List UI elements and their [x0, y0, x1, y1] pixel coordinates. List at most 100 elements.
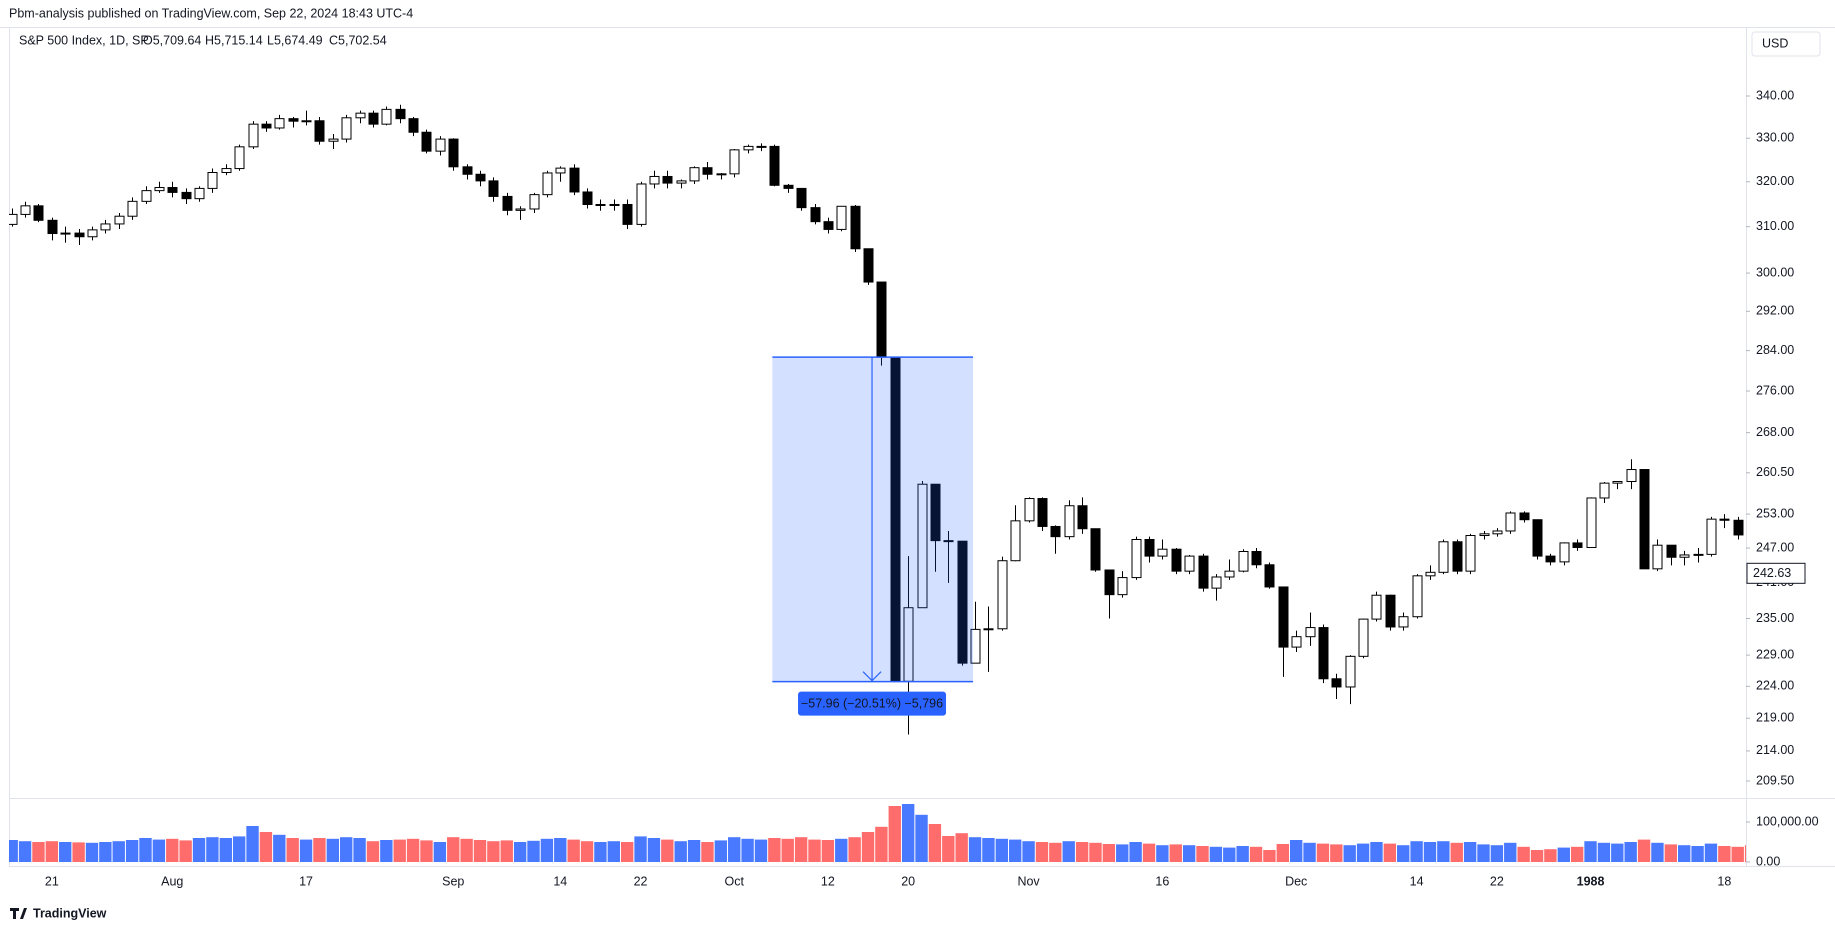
- plot-area: −57.96 (−20.51%) −5,796: [9, 104, 1746, 862]
- candle-body: [1586, 497, 1597, 548]
- volume-bar: [473, 840, 487, 862]
- candle-body: [649, 175, 660, 185]
- candle-body: [729, 149, 740, 175]
- volume-bar: [1530, 850, 1544, 862]
- candle-body: [1050, 525, 1061, 538]
- candle-body: [341, 117, 352, 140]
- y-tick-label: 229.00: [1756, 647, 1794, 661]
- currency[interactable]: USD: [1762, 36, 1788, 50]
- y-tick-label: 224.00: [1756, 679, 1794, 693]
- candle-body: [1131, 538, 1142, 579]
- volume-bar: [393, 839, 406, 862]
- candle-body: [1572, 542, 1583, 548]
- candle-body: [221, 168, 232, 174]
- candle-body: [1398, 616, 1409, 628]
- volume-bar: [901, 804, 915, 862]
- ohlc-low: L5,674.49: [267, 33, 323, 47]
- candle-body: [1010, 520, 1021, 562]
- y-tick-label: 300.00: [1756, 265, 1794, 279]
- volume-bar: [1116, 844, 1129, 862]
- candle-body: [127, 200, 138, 217]
- candle-body: [1371, 594, 1382, 620]
- last-price-label: 242.63: [1753, 566, 1791, 580]
- volume-bar: [875, 826, 888, 862]
- candle-body: [1452, 541, 1463, 572]
- volume-bar: [955, 833, 968, 862]
- volume-bar: [714, 840, 728, 862]
- measure-label-bg: [798, 691, 947, 716]
- volume-bar: [326, 838, 340, 862]
- candle-body: [1224, 570, 1235, 578]
- candle-body: [1465, 535, 1476, 572]
- axes: 340.00 330.00 320.00 310.00 300.00 292.00 284.…: [45, 88, 1819, 888]
- candle-body: [1733, 519, 1744, 536]
- candle-body: [1519, 512, 1530, 521]
- candle-body: [1492, 530, 1503, 535]
- candle-body: [930, 483, 941, 542]
- volume-bar: [1490, 845, 1504, 862]
- candle-body: [769, 145, 780, 186]
- volume-bar: [1102, 844, 1116, 862]
- volume-bar: [1397, 845, 1410, 862]
- volume-bar: [661, 839, 674, 862]
- volume-bar: [527, 840, 540, 862]
- volume-bar: [781, 838, 794, 862]
- publish-info: Pbm-analysis published on TradingView.co…: [9, 6, 413, 20]
- x-tick-label: 18: [1717, 874, 1731, 888]
- candle-body: [1144, 538, 1155, 557]
- candle-body: [823, 221, 834, 230]
- volume-bar: [995, 838, 1009, 862]
- candle-body: [381, 108, 392, 125]
- volume-bar: [1410, 841, 1423, 862]
- candle-body: [1599, 482, 1610, 499]
- candle-body: [1238, 550, 1249, 572]
- candle-body: [288, 118, 299, 122]
- volume-bar: [942, 836, 955, 862]
- volume-bar: [152, 839, 166, 862]
- x-tick-label: Dec: [1285, 874, 1307, 888]
- candle-body: [702, 167, 713, 175]
- candle-body: [716, 173, 727, 176]
- volume-bar: [1691, 846, 1704, 862]
- y-tick-label: 268.00: [1756, 425, 1794, 439]
- volume-bar: [580, 841, 594, 862]
- candle-body: [970, 628, 981, 664]
- candle-body: [997, 560, 1008, 630]
- currency-button[interactable]: [1751, 31, 1821, 57]
- x-tick-label: Sep: [442, 874, 464, 888]
- volume-bar: [1343, 845, 1356, 862]
- candle-body: [636, 183, 647, 225]
- y-tick-label: 260.50: [1756, 465, 1794, 479]
- y-tick-label: 310.00: [1756, 219, 1794, 233]
- candle-body: [595, 203, 606, 206]
- candle-body: [100, 223, 111, 231]
- brand-logo: [10, 908, 27, 919]
- candle-body: [836, 205, 847, 230]
- volume-bar: [112, 841, 125, 862]
- candle-body: [582, 191, 593, 205]
- volume-bar: [1557, 847, 1570, 862]
- volume-bar: [687, 840, 701, 862]
- ohlc-high: H5,715.14: [205, 33, 263, 47]
- volume-bar: [125, 840, 139, 862]
- volume-bar: [554, 838, 567, 862]
- volume-bar: [1330, 844, 1343, 862]
- candle-body: [1064, 505, 1075, 538]
- volume-bar: [1584, 841, 1597, 862]
- brand: TradingView: [33, 906, 107, 920]
- volume-bar: [500, 840, 513, 862]
- measure-tool: −57.96 (−20.51%) −5,796: [772, 356, 974, 716]
- candle-body: [1090, 528, 1101, 571]
- volume-bar: [433, 842, 447, 862]
- volume-bar: [808, 839, 821, 862]
- measure-label: −57.96 (−20.51%) −5,796: [801, 696, 943, 710]
- x-tick-label: 14: [1410, 874, 1424, 888]
- volume-bar: [1009, 839, 1022, 862]
- x-tick-label: Oct: [724, 874, 744, 888]
- candle-body: [756, 145, 767, 148]
- last-price-bg: [1746, 562, 1806, 584]
- candle-body: [1425, 571, 1436, 577]
- volume-bar: [794, 837, 808, 862]
- candle-body: [502, 195, 513, 211]
- candle-body: [1385, 594, 1396, 628]
